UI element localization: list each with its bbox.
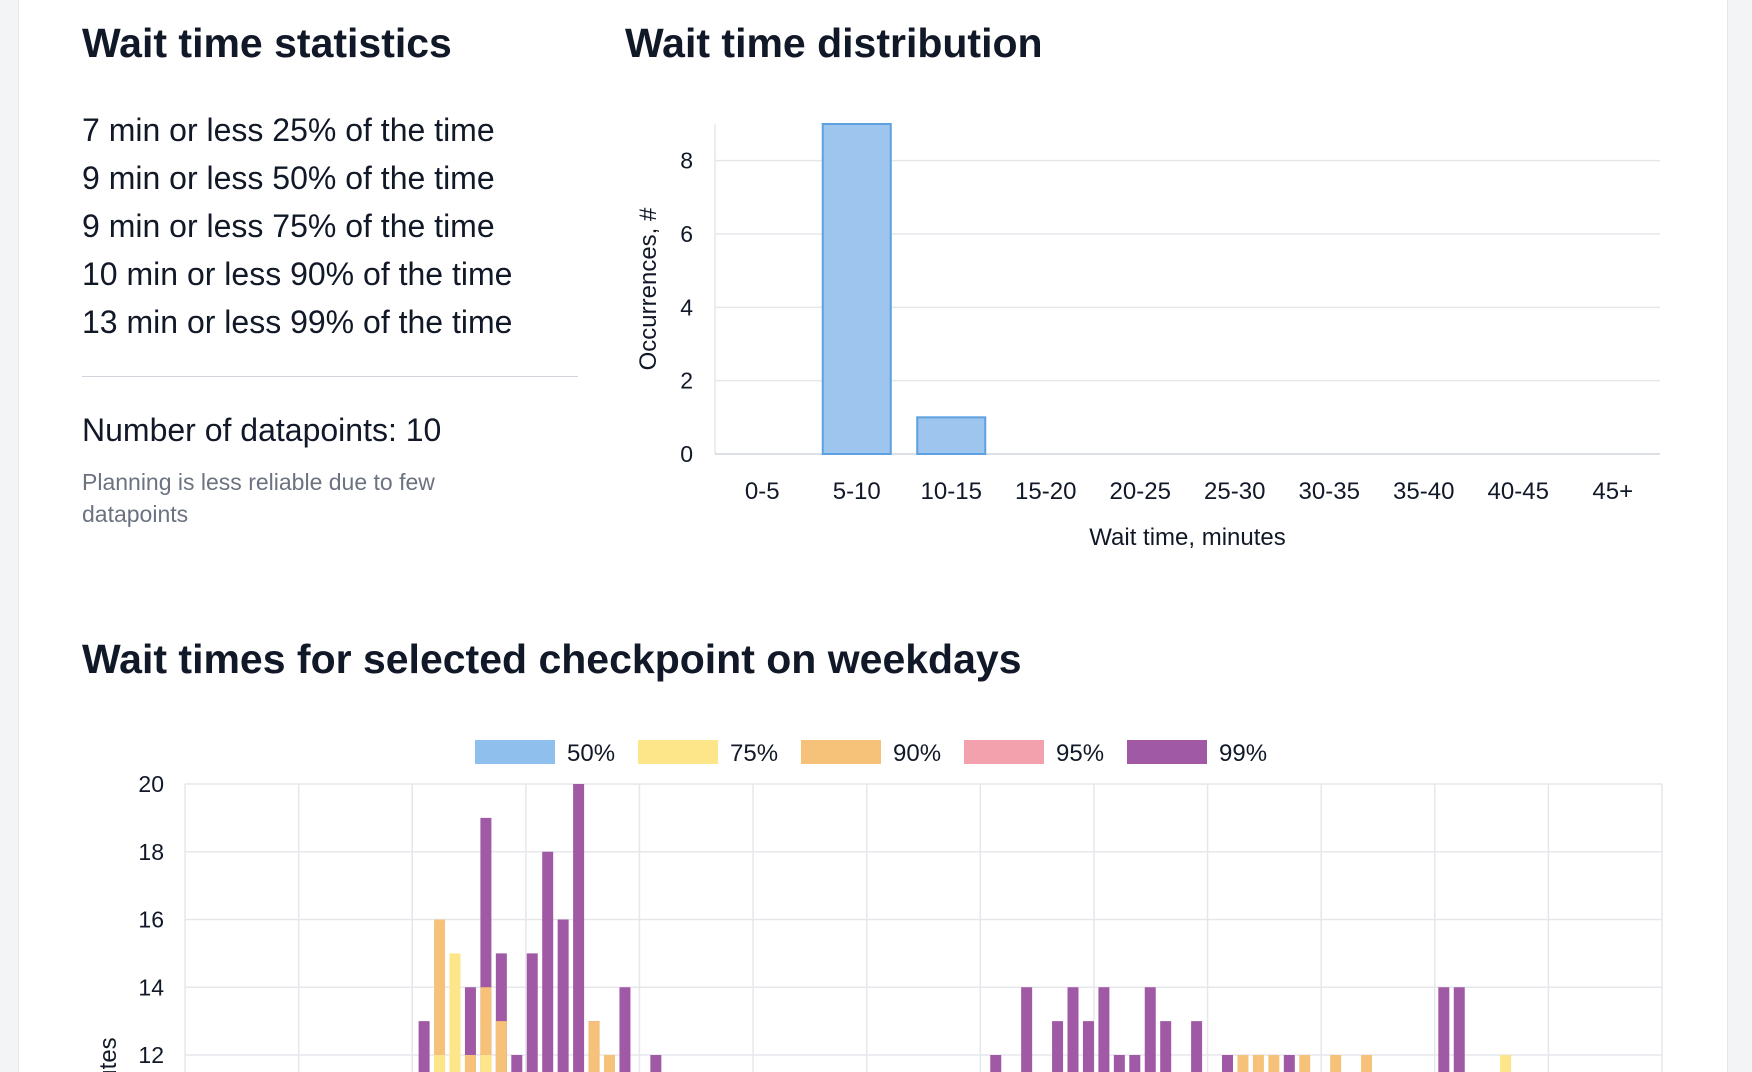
- percentile-line-25: 7 min or less 25% of the time: [82, 112, 495, 148]
- wait-time-bar: [542, 851, 554, 1072]
- x-tick-label: 35-40: [1393, 478, 1454, 505]
- y-tick-label: 2: [680, 368, 693, 394]
- wait-time-bar: [1500, 1055, 1512, 1072]
- legend-swatch: [964, 740, 1044, 764]
- wait-time-bar: [604, 1055, 615, 1072]
- datapoints-count: Number of datapoints: 10: [82, 412, 442, 448]
- wait-time-bar: [480, 1055, 492, 1072]
- wait-time-bar: [511, 1055, 523, 1072]
- legend-label: 90%: [893, 740, 941, 767]
- wait-time-bar: [1283, 1055, 1295, 1072]
- wait-time-bar: [650, 1055, 662, 1072]
- legend-label: 99%: [1219, 740, 1267, 767]
- percentile-line-50: 9 min or less 50% of the time: [82, 160, 495, 196]
- wait-time-bar: [1160, 1021, 1172, 1072]
- wait-time-bar: [480, 987, 492, 1072]
- wait-time-bar: [1067, 987, 1079, 1072]
- y-tick-label: 14: [138, 974, 164, 1000]
- wait-time-bar: [1021, 987, 1033, 1072]
- x-tick-label: 5-10: [833, 478, 881, 505]
- wait-time-bar: [449, 953, 461, 1072]
- wait-time-bar: [1144, 987, 1156, 1072]
- wait-time-bar: [1191, 1021, 1203, 1072]
- x-tick-label: 0-5: [745, 478, 780, 505]
- wait-time-bar: [1330, 1055, 1342, 1072]
- percentile-line-99: 13 min or less 99% of the time: [82, 304, 513, 340]
- y-tick-label: 4: [680, 294, 693, 320]
- wait-time-bar: [990, 1055, 1002, 1072]
- wait-time-bar: [1252, 1055, 1264, 1072]
- wait-time-bar: [464, 1055, 476, 1072]
- wait-time-bar: [1098, 987, 1110, 1072]
- y-axis-title: utes: [95, 1037, 122, 1072]
- percentile-line-90: 10 min or less 90% of the time: [82, 256, 513, 292]
- wait-time-bar: [1453, 987, 1465, 1072]
- x-tick-label: 40-45: [1488, 478, 1549, 505]
- legend-swatch: [638, 740, 718, 764]
- wait-time-bar: [495, 953, 507, 1072]
- legend-label: 75%: [730, 740, 778, 767]
- wait-time-bar: [418, 1021, 430, 1072]
- wait-time-bar: [526, 953, 538, 1072]
- weekdays-title: Wait times for selected checkpoint on we…: [82, 636, 1022, 682]
- wait-time-bar: [1082, 1021, 1094, 1072]
- y-tick-label: 12: [138, 1042, 164, 1068]
- wait-time-distribution-chart: 0 2 4 6 8 0-5 5-10 10-15 15-20 20-25 25-30 30-35 35-…: [635, 123, 1660, 551]
- legend-label: 50%: [567, 740, 615, 767]
- wait-time-bar: [1113, 1055, 1125, 1072]
- x-tick-label: 20-25: [1110, 478, 1171, 505]
- y-tick-label: 6: [680, 221, 693, 247]
- wait-time-bar: [1299, 1055, 1311, 1072]
- histogram-bar: [821, 123, 892, 455]
- wait-time-bar: [464, 987, 476, 1072]
- y-tick-label: 0: [680, 441, 693, 467]
- wait-time-bar: [557, 919, 569, 1072]
- wait-time-bar: [1129, 1055, 1141, 1072]
- reliability-note: Planning is less reliable due to few dat…: [82, 469, 435, 527]
- wait-time-bar: [1052, 1021, 1064, 1072]
- y-tick-label: 16: [138, 907, 164, 933]
- y-tick-label: 18: [138, 839, 164, 865]
- y-tick-label: 20: [138, 771, 164, 797]
- x-tick-label: 45+: [1592, 478, 1633, 505]
- stats-divider: [82, 376, 578, 377]
- wait-time-bar: [588, 1021, 600, 1072]
- percentile-line-75: 9 min or less 75% of the time: [82, 208, 495, 244]
- x-axis-title: Wait time, minutes: [1089, 524, 1286, 551]
- y-axis-title: Occurrences, #: [635, 207, 662, 370]
- wait-time-bar: [1438, 987, 1450, 1072]
- wait-time-bar: [573, 784, 585, 1072]
- wait-time-bar: [434, 1055, 446, 1072]
- legend-swatch: [1127, 740, 1207, 764]
- x-tick-label: 30-35: [1299, 478, 1360, 505]
- legend-swatch: [801, 740, 881, 764]
- wait-time-bar: [1237, 1055, 1249, 1072]
- x-tick-label: 10-15: [921, 478, 982, 505]
- x-tick-label: 25-30: [1204, 478, 1265, 505]
- distribution-title: Wait time distribution: [625, 20, 1043, 66]
- legend-swatch: [475, 740, 555, 764]
- wait-time-bar: [434, 919, 446, 1072]
- legend-label: 95%: [1056, 740, 1104, 767]
- percentile-list: 7 min or less 25% of the time 9 min or l…: [82, 106, 512, 346]
- histogram-bar: [916, 416, 987, 456]
- wait-time-bar: [1222, 1055, 1233, 1072]
- y-tick-label: 8: [680, 148, 693, 174]
- x-tick-label: 15-20: [1015, 478, 1076, 505]
- wait-time-bar: [495, 1021, 507, 1072]
- stats-title: Wait time statistics: [82, 20, 452, 66]
- wait-time-bar: [619, 987, 631, 1072]
- wait-time-bar: [480, 817, 492, 1072]
- wait-time-bar: [1361, 1055, 1373, 1072]
- wait-time-bar: [1268, 1055, 1280, 1072]
